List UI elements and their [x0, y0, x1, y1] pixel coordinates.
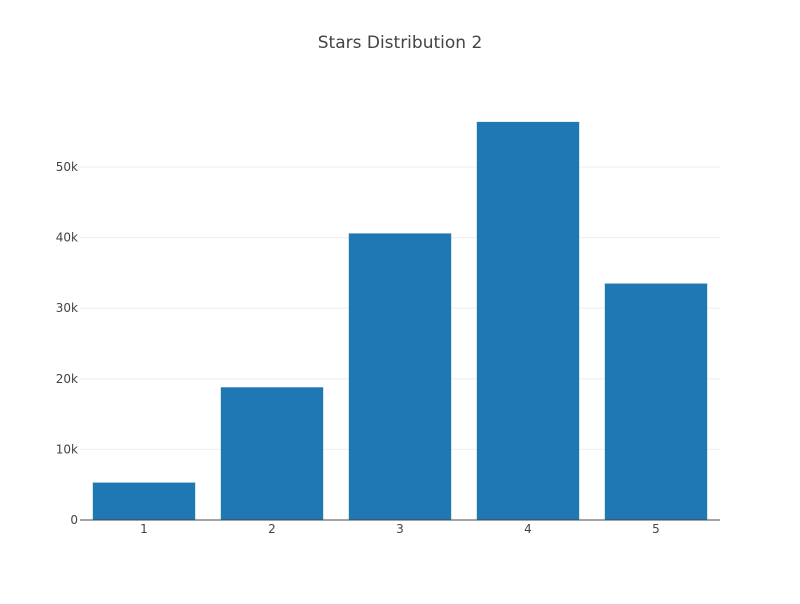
- bar-1: [92, 482, 196, 520]
- y-tick-label: 50k: [56, 160, 78, 174]
- bar-5: [604, 283, 708, 520]
- y-tick-label: 10k: [56, 442, 78, 456]
- x-tick-label: 4: [524, 522, 532, 536]
- x-tick-label: 5: [652, 522, 660, 536]
- x-tick-label: 1: [140, 522, 148, 536]
- y-tick-label: 40k: [56, 231, 78, 245]
- chart-title: Stars Distribution 2: [317, 33, 483, 53]
- bar-4: [476, 121, 580, 520]
- x-tick-label: 3: [396, 522, 404, 536]
- y-tick-label: 0: [70, 513, 78, 527]
- x-tick-label: 2: [268, 522, 276, 536]
- y-tick-label: 30k: [56, 301, 78, 315]
- y-tick-label: 20k: [56, 372, 78, 386]
- bars: [92, 121, 708, 521]
- axes: 0 10k 20k 30k 40k 50k 1 2 3 4 5: [56, 160, 720, 536]
- bar-3: [348, 233, 452, 521]
- bar-2: [220, 387, 324, 520]
